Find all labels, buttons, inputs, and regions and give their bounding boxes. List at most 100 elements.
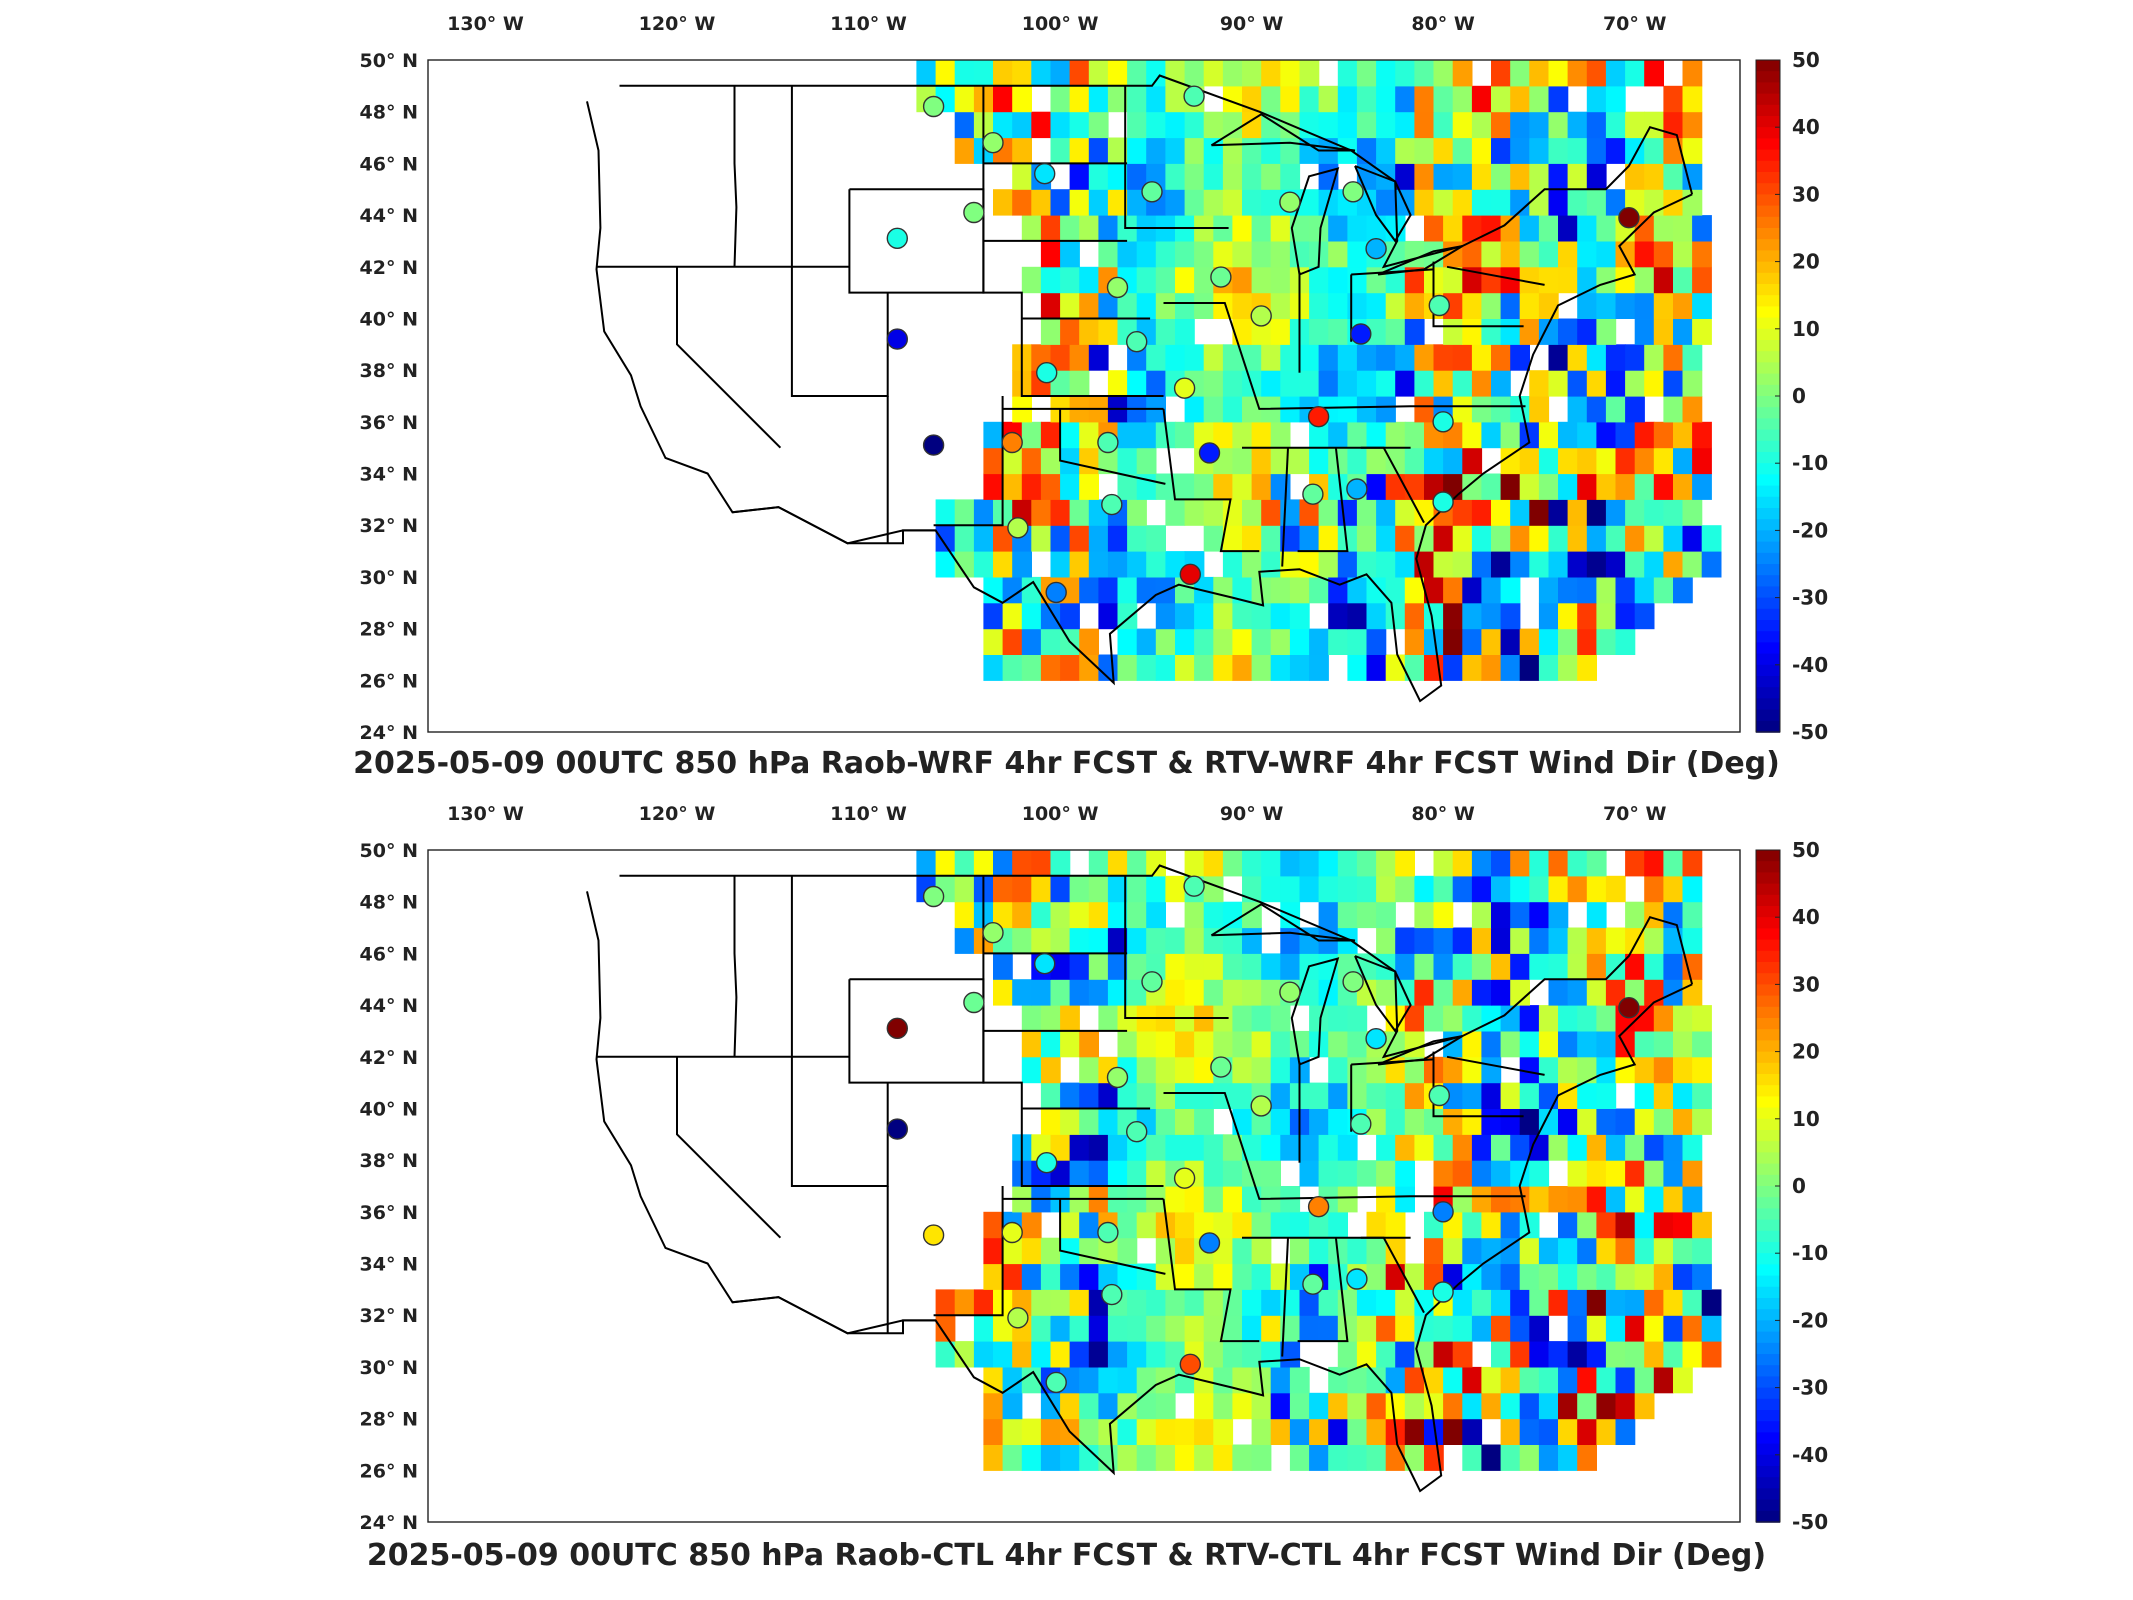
field-cell xyxy=(973,499,994,526)
field-cell xyxy=(1538,447,1559,475)
field-cell xyxy=(1510,1134,1530,1161)
raob-station-marker xyxy=(1035,1152,1058,1174)
field-cell xyxy=(1232,654,1253,681)
field-cell xyxy=(1615,628,1636,655)
field-cell xyxy=(1318,850,1339,877)
field-cell xyxy=(1471,163,1492,190)
field-cell xyxy=(1510,344,1530,371)
field-cell xyxy=(1376,979,1396,1006)
raob-station-marker xyxy=(1033,162,1056,185)
field-cell xyxy=(1510,927,1530,954)
field-cell xyxy=(1634,1366,1655,1394)
field-cell xyxy=(1251,1056,1272,1084)
field-cell xyxy=(1184,111,1205,139)
raob-station-marker xyxy=(1618,996,1640,1019)
field-cell xyxy=(1471,979,1492,1006)
field-cell xyxy=(1079,628,1099,655)
field-cell xyxy=(1471,1160,1492,1187)
field-cell xyxy=(1538,1056,1559,1084)
field-cell xyxy=(1040,292,1061,319)
field-cell xyxy=(1194,266,1214,294)
field-cell xyxy=(973,1341,994,1368)
raob-station-marker xyxy=(886,1118,908,1140)
field-cell xyxy=(1328,1211,1348,1239)
field-cell xyxy=(1031,1289,1052,1316)
field-cell xyxy=(1031,901,1052,929)
field-cell xyxy=(1548,60,1569,87)
field-cell xyxy=(1395,927,1415,954)
raob-stations xyxy=(886,85,1640,604)
field-cell xyxy=(1481,576,1502,604)
field-cell xyxy=(1548,85,1569,113)
field-cell xyxy=(1328,1418,1348,1445)
field-cell xyxy=(1605,85,1626,113)
field-cell xyxy=(1395,525,1415,552)
field-cell xyxy=(1213,576,1234,604)
field-cell xyxy=(1682,344,1703,371)
field-cell xyxy=(1270,1366,1291,1394)
field-cell xyxy=(1625,370,1645,397)
raob-station-marker xyxy=(886,1017,908,1040)
colorbar-tick-label: 10 xyxy=(1792,317,1820,341)
lat-tick-label: 34° N xyxy=(360,1254,418,1276)
field-cell xyxy=(1615,1263,1636,1290)
field-cell xyxy=(1577,1082,1597,1109)
field-cell xyxy=(1653,1005,1674,1032)
field-cell xyxy=(1002,576,1023,604)
field-cell xyxy=(1222,551,1243,578)
field-cell xyxy=(1653,1056,1674,1084)
colorbar-segment xyxy=(1756,928,1780,941)
field-cell xyxy=(1088,525,1109,552)
field-cell xyxy=(1615,473,1636,500)
state-border xyxy=(1163,302,1526,410)
field-cell xyxy=(1175,1211,1195,1239)
field-cell xyxy=(1222,525,1243,552)
field-cell xyxy=(1175,318,1195,345)
field-cell xyxy=(1538,240,1559,268)
field-cell xyxy=(1251,1263,1272,1290)
field-cell xyxy=(1050,953,1071,980)
field-cell xyxy=(1558,473,1578,500)
field-cell xyxy=(1376,163,1396,190)
field-cell xyxy=(1510,953,1530,980)
field-cell xyxy=(1347,240,1368,268)
field-cell xyxy=(1471,370,1492,397)
colorbar-segment xyxy=(1756,485,1780,498)
field-cell xyxy=(1261,1341,1281,1368)
field-cell xyxy=(1519,421,1540,449)
field-cell xyxy=(1155,1030,1176,1058)
field-cell xyxy=(1615,292,1636,319)
lon-tick-label: 80° W xyxy=(1411,803,1475,825)
colorbar-tick-label: -50 xyxy=(1792,1510,1828,1534)
colorbar-tick-label: 0 xyxy=(1792,1174,1806,1198)
field-cell xyxy=(1347,292,1368,319)
field-cell xyxy=(1347,1366,1368,1394)
field-cell xyxy=(1673,1211,1693,1239)
field-cell xyxy=(1203,1289,1224,1316)
field-cell xyxy=(1060,447,1080,475)
field-cell xyxy=(1596,1392,1617,1420)
field-cell xyxy=(1079,421,1099,449)
field-cell xyxy=(1644,525,1664,552)
field-cell xyxy=(1232,240,1253,268)
colorbar-segment xyxy=(1756,1208,1780,1221)
lat-tick-label: 48° N xyxy=(360,892,418,914)
lon-tick-label: 110° W xyxy=(830,803,907,825)
field-cell xyxy=(1452,1186,1473,1213)
field-cell xyxy=(1251,1237,1272,1265)
field-cell xyxy=(1021,215,1042,242)
field-cell xyxy=(1050,875,1071,903)
state-border xyxy=(790,266,889,397)
field-cell xyxy=(1414,85,1435,113)
field-cell xyxy=(1395,1289,1415,1316)
field-cell xyxy=(1404,602,1425,630)
field-cell xyxy=(1663,1160,1684,1187)
field-cell xyxy=(1424,215,1444,242)
colorbar-segment xyxy=(1756,104,1780,117)
field-cell xyxy=(1127,111,1147,139)
field-cell xyxy=(1222,1315,1243,1342)
field-cell xyxy=(1347,654,1368,681)
lat-tick-label: 32° N xyxy=(360,1305,418,1327)
field-cell xyxy=(1356,901,1377,929)
field-cell xyxy=(1021,1263,1042,1290)
